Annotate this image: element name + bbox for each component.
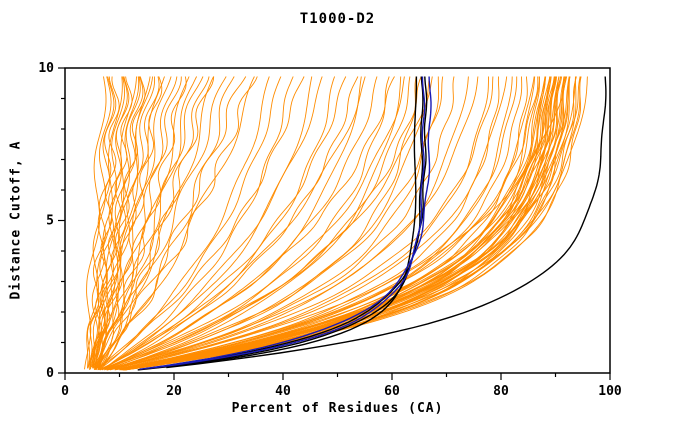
model-curve	[119, 76, 539, 371]
model-curve	[114, 76, 567, 370]
model-curve	[92, 76, 125, 368]
model-curve	[98, 76, 182, 368]
model-curve	[97, 76, 227, 369]
model-curve	[114, 76, 469, 369]
x-tick-label: 100	[598, 384, 622, 399]
model-curve	[120, 76, 557, 370]
model-curve	[99, 76, 215, 370]
model-curve	[112, 76, 479, 370]
model-curve	[104, 76, 411, 371]
model-curve	[107, 76, 444, 370]
model-curve	[101, 76, 255, 369]
model-curve	[117, 76, 417, 368]
model-curve	[93, 76, 215, 371]
model-curve	[87, 76, 130, 369]
model-curve	[128, 76, 581, 369]
model-curve	[125, 76, 577, 370]
model-curve	[87, 76, 117, 367]
x-tick-label: 80	[493, 384, 509, 399]
model-curve	[127, 76, 570, 369]
model-curve	[98, 76, 198, 371]
model-curve	[93, 76, 172, 369]
model-curve	[94, 76, 204, 368]
model-curve	[119, 76, 565, 370]
model-curve	[102, 76, 390, 370]
axis-ticks	[58, 67, 611, 380]
model-curve	[116, 76, 500, 370]
reference-curve	[166, 76, 607, 369]
y-tick-label: 5	[46, 214, 54, 229]
tick-labels: 0 20 40 60 80 100 0 5 10	[38, 61, 622, 399]
model-curve	[114, 76, 523, 371]
chart-title: T1000-D2	[299, 11, 376, 27]
model-curve	[89, 76, 165, 370]
reference-curves-group	[137, 76, 607, 371]
model-curve	[124, 76, 582, 370]
model-curve	[89, 76, 115, 370]
model-curve	[126, 76, 551, 369]
model-curve	[94, 76, 247, 370]
model-curve	[106, 76, 433, 371]
model-curve	[95, 76, 160, 371]
model-curve	[86, 76, 112, 369]
model-curve	[108, 76, 378, 369]
model-curve	[94, 76, 137, 370]
model-curve	[99, 76, 305, 368]
model-curve	[101, 76, 395, 371]
x-tick-label: 0	[61, 384, 69, 399]
model-curve	[93, 76, 144, 368]
highlight-curve	[150, 76, 426, 369]
model-curve	[128, 76, 562, 369]
x-axis-label: Percent of Residues (CA)	[231, 401, 444, 416]
y-tick-label: 0	[46, 366, 54, 381]
model-curve	[97, 76, 258, 371]
model-curve	[109, 76, 455, 371]
model-curve	[112, 76, 402, 369]
model-curve	[118, 76, 560, 370]
model-curve	[107, 76, 508, 371]
highlight-curves-group	[139, 76, 432, 370]
reference-curve	[137, 76, 418, 371]
model-curve	[116, 76, 518, 370]
model-curve	[103, 76, 347, 369]
model-curve	[92, 76, 156, 369]
x-tick-label: 40	[275, 384, 291, 399]
model-curves-group	[84, 76, 588, 371]
model-curve	[120, 76, 551, 370]
model-curve	[106, 76, 489, 371]
model-curve	[120, 76, 513, 369]
model-curve	[108, 76, 430, 370]
model-curve	[99, 76, 282, 370]
model-curve	[123, 76, 581, 371]
model-curve	[128, 76, 576, 369]
model-curve	[115, 76, 494, 369]
model-curve	[101, 76, 294, 371]
model-curve	[102, 76, 323, 370]
y-tick-label: 10	[38, 61, 54, 76]
x-tick-label: 20	[166, 384, 182, 399]
model-curve	[97, 76, 270, 369]
reference-curve	[150, 76, 424, 370]
model-curve	[91, 76, 154, 368]
highlight-curve	[139, 76, 432, 370]
model-curve	[84, 76, 107, 370]
x-tick-label: 60	[384, 384, 400, 399]
model-curve	[125, 76, 556, 369]
model-curve	[102, 76, 405, 370]
model-curve	[98, 76, 140, 371]
model-curve	[105, 76, 366, 368]
